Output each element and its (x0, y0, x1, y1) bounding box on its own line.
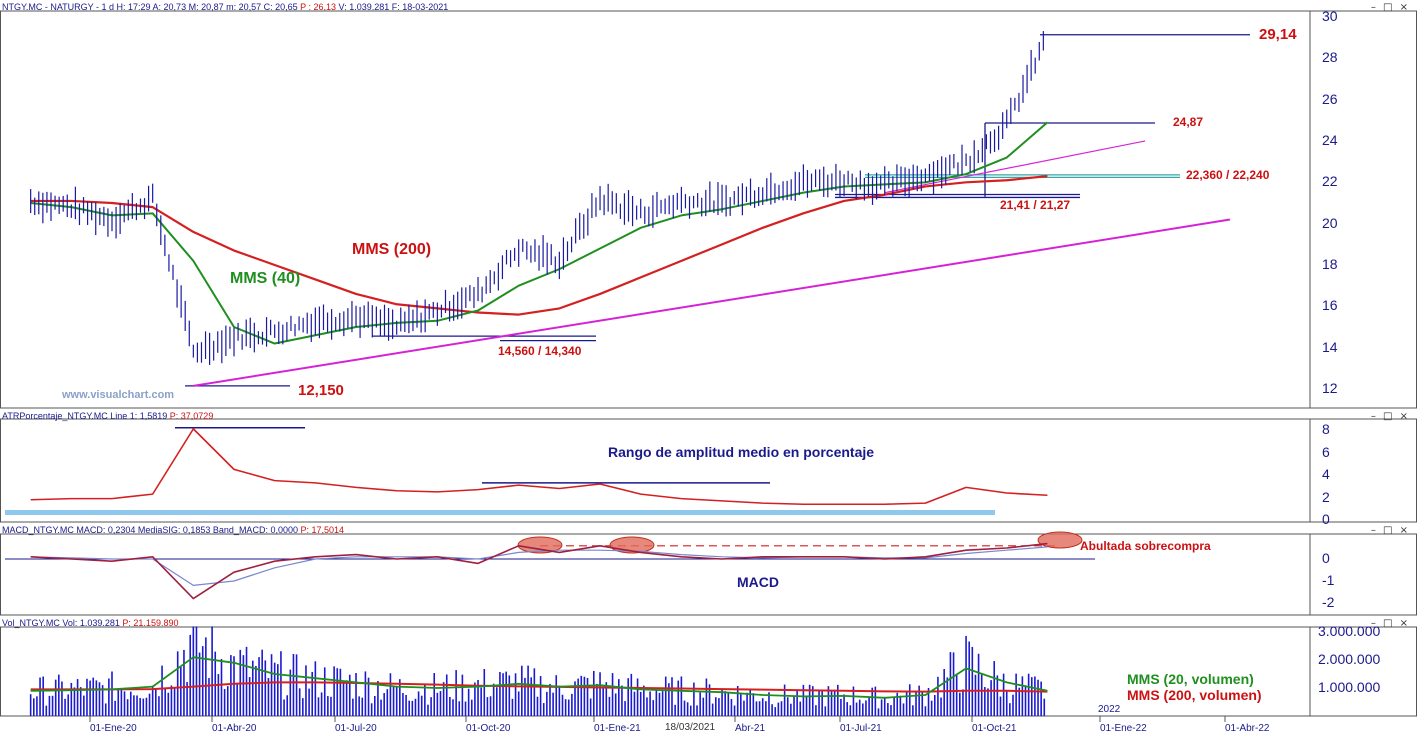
price-axis-tick: 18 (1322, 256, 1338, 272)
low-level-label: 12,150 (298, 382, 344, 399)
x-axis-tick: 01-Abr-22 (1225, 723, 1270, 734)
price-panel-frame (0, 10, 1417, 409)
overbought-marker-2 (1037, 531, 1083, 549)
level-21-label: 21,41 / 21,27 (1000, 198, 1071, 212)
price-window-buttons[interactable]: – □ × (1370, 2, 1410, 13)
price-axis-tick: 22 (1322, 173, 1338, 190)
volume-header-p: P: 21.159.890 (122, 618, 179, 628)
price-axis-tick: 16 (1322, 297, 1338, 314)
macd-axis-tick: 0 (1322, 550, 1330, 566)
x-axis-tick: 01-Ene-21 (594, 723, 641, 734)
macd-panel-header: MACD_NTGY.MC MACD: 0,2304 MediaSIG: 0,18… (2, 525, 344, 535)
volume-window-buttons[interactable]: – □ × (1370, 618, 1410, 629)
price-axis-tick: 30 (1322, 8, 1338, 24)
level-2487-label: 24,87 (1173, 115, 1204, 129)
x-axis-tick: 01-Oct-21 (972, 723, 1017, 734)
atr-baseline-band (5, 510, 995, 515)
overbought-marker-0 (517, 536, 563, 554)
macd-panel-frame (0, 533, 1417, 616)
trendline-1 (884, 140, 1146, 194)
price-panel-header: NTGY.MC - NATURGY - 1 d H: 17:29 A: 20,7… (2, 2, 448, 12)
price-header-p: P : 26,13 (300, 2, 337, 12)
price-axis-tick: 28 (1322, 49, 1338, 66)
cursor-date-label: 18/03/2021 (665, 722, 716, 733)
atr-panel-header: ATRPorcentaje_NTGY.MC Line 1: 1,5819 P: … (2, 411, 213, 421)
support-level-label: 14,560 / 14,340 (498, 344, 582, 358)
x-axis-tick: Abr-21 (735, 723, 766, 734)
atr-line (30, 428, 1048, 506)
ma40-label: MMS (40) (230, 270, 301, 287)
atr-axis-tick: 2 (1322, 488, 1330, 505)
x-axis-tick: 01-Abr-20 (212, 723, 257, 734)
price-header-text: NTGY.MC - NATURGY - 1 d H: 17:29 A: 20,7… (2, 2, 298, 12)
ma200-line (30, 175, 1048, 316)
ma40-line (30, 121, 1049, 345)
ma200-label: MMS (200) (352, 241, 432, 258)
year-label: 2022 (1098, 704, 1121, 715)
high-level-label: 29,14 (1259, 26, 1297, 43)
atr-axis-tick: 8 (1322, 421, 1330, 437)
x-axis-tick: 01-Ene-22 (1100, 723, 1147, 734)
atr-title: Rango de amplitud medio en porcentaje (608, 444, 875, 460)
macd-axis-tick: -1 (1322, 572, 1335, 588)
macd-window-buttons[interactable]: – □ × (1370, 525, 1410, 536)
price-axis-tick: 24 (1322, 132, 1338, 148)
watermark: www.visualchart.com (62, 389, 175, 401)
price-axis-tick: 20 (1322, 214, 1338, 231)
volume-panel-header: Vol_NTGY.MC Vol: 1.039.281 P: 21.159.890 (2, 618, 178, 628)
x-axis-tick: 01-Jul-20 (335, 723, 377, 734)
macd-title: MACD (737, 574, 779, 590)
atr-panel-frame (0, 418, 1417, 523)
macd-header-p: P: 17,5014 (300, 525, 345, 535)
atr-axis-tick: 0 (1322, 511, 1330, 527)
level-22-label: 22,360 / 22,240 (1186, 168, 1270, 182)
volume-axis-tick: 1.000.000 (1318, 679, 1381, 695)
atr-window-buttons[interactable]: – □ × (1370, 411, 1410, 422)
volume-axis-tick: 3.000.000 (1318, 623, 1381, 639)
vol-ma200-line (30, 681, 1048, 693)
atr-header-text: ATRPorcentaje_NTGY.MC Line 1: 1,5819 (2, 411, 168, 421)
atr-axis-tick: 6 (1322, 443, 1330, 460)
x-axis-tick: 01-Ene-20 (90, 723, 137, 734)
vol-ma20-label: MMS (20, volumen) (1127, 671, 1254, 687)
atr-axis-tick: 4 (1322, 466, 1330, 482)
x-axis-tick: 01-Jul-21 (840, 723, 882, 734)
macd-header-text: MACD_NTGY.MC MACD: 0,2304 MediaSIG: 0,18… (2, 525, 298, 535)
x-axis-tick: 01-Oct-20 (466, 723, 511, 734)
macd-line (30, 542, 1048, 600)
price-axis-tick: 14 (1322, 338, 1338, 355)
trendline-0 (193, 218, 1231, 387)
vol-ma20-line (30, 656, 1048, 699)
price-axis-tick: 26 (1322, 90, 1338, 107)
price-header-tail: V: 1.039.281 F: 18-03-2021 (338, 2, 449, 12)
vol-ma200-label: MMS (200, volumen) (1127, 687, 1262, 703)
price-axis-tick: 12 (1322, 380, 1338, 396)
volume-panel-frame (0, 626, 1417, 717)
macd-signal-line (30, 546, 1048, 587)
overbought-label: Abultada sobrecompra (1080, 539, 1211, 553)
macd-axis-tick: -2 (1322, 594, 1335, 610)
volume-axis-tick: 2.000.000 (1318, 651, 1381, 667)
volume-header-text: Vol_NTGY.MC Vol: 1.039.281 (2, 618, 120, 628)
atr-header-p: P: 37,0729 (169, 411, 214, 421)
